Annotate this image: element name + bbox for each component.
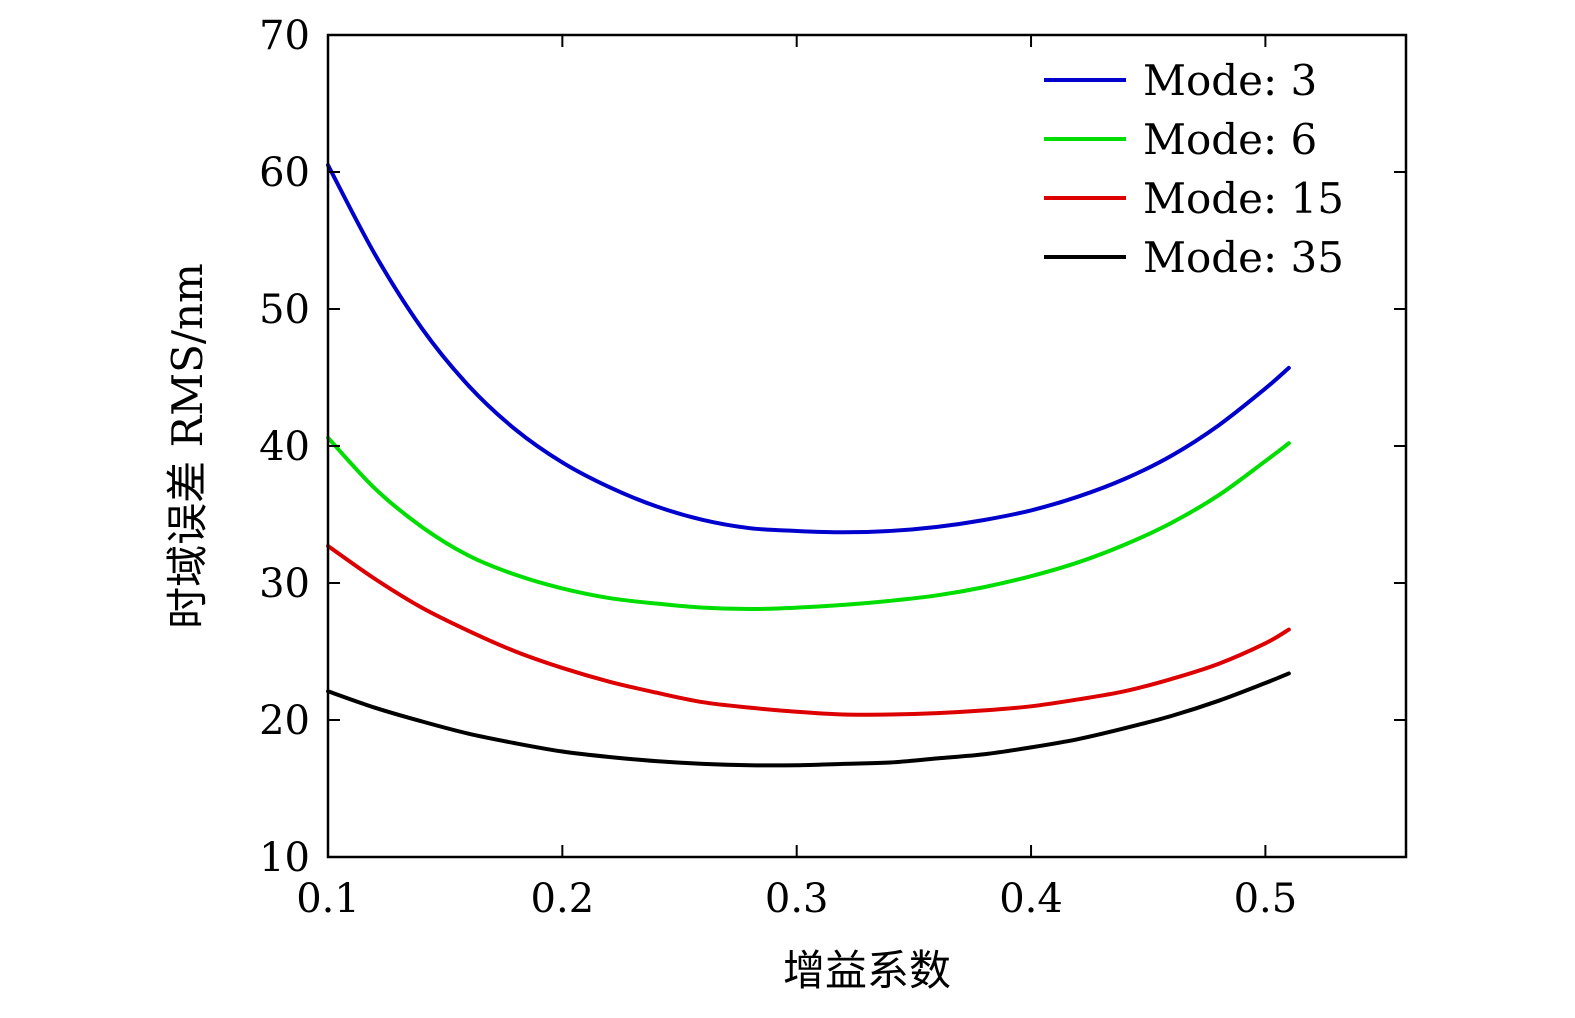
x-tick-label: 0.5 (1234, 876, 1298, 922)
legend-label: Mode: 35 (1143, 233, 1344, 282)
series-line-1 (326, 163, 1291, 535)
tick-layer: 0.1 0.2 0.3 0.4 0.5 10 20 30 40 50 60 70 (259, 13, 1406, 922)
x-tick-label: 0.1 (296, 876, 360, 922)
series-layer (326, 163, 1291, 768)
y-axis-title: 时域误差 RMS/nm (163, 263, 212, 629)
y-tick-label: 40 (259, 424, 310, 470)
legend-label: Mode: 6 (1143, 115, 1317, 164)
x-axis-title: 增益系数 (783, 946, 951, 995)
y-tick-label: 60 (259, 150, 310, 196)
series-line-4 (326, 671, 1291, 768)
series-line-3 (326, 544, 1291, 717)
legend-label: Mode: 15 (1143, 174, 1344, 223)
x-tick-label: 0.4 (999, 876, 1063, 922)
y-tick-label: 50 (259, 287, 310, 333)
y-tick-label: 10 (259, 835, 310, 881)
x-tick-label: 0.2 (531, 876, 595, 922)
series-line-2 (326, 435, 1291, 612)
y-tick-label: 20 (259, 698, 310, 744)
y-tick-label: 70 (259, 13, 310, 59)
legend: Mode: 3 Mode: 6 Mode: 15 Mode: 35 (1044, 56, 1344, 282)
legend-label: Mode: 3 (1143, 56, 1317, 105)
x-tick-label: 0.3 (765, 876, 829, 922)
y-tick-label: 30 (259, 561, 310, 607)
